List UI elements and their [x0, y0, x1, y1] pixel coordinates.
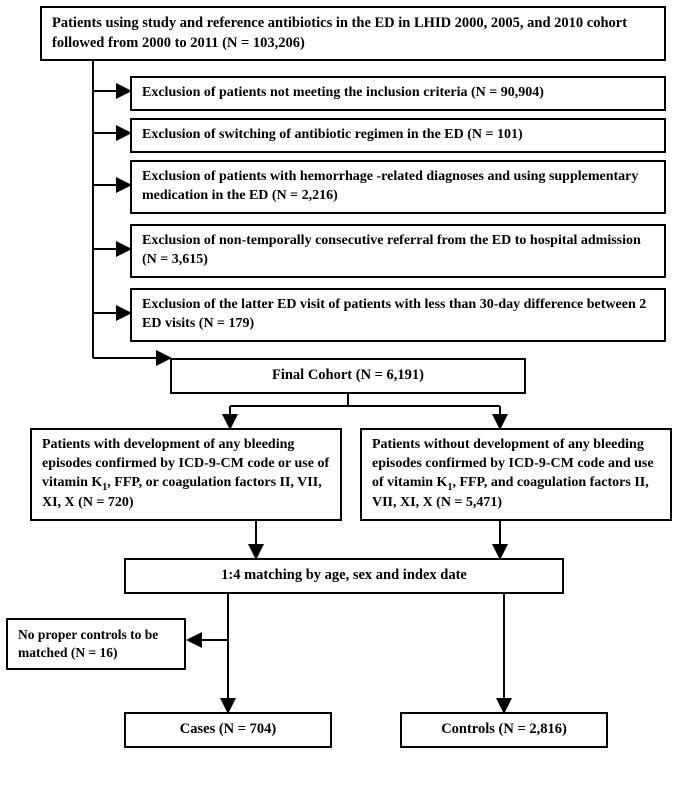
without-bleeding-box: Patients without development of any blee… — [360, 428, 672, 521]
controls-box: Controls (N = 2,816) — [400, 712, 608, 748]
exclusion-4-text: Exclusion of non-temporally consecutive … — [142, 233, 641, 267]
exclusion-box-4: Exclusion of non-temporally consecutive … — [130, 224, 666, 278]
exclusion-5-text: Exclusion of the latter ED visit of pati… — [142, 297, 646, 331]
exclusion-3-text: Exclusion of patients with hemorrhage -r… — [142, 169, 638, 203]
no-proper-controls-box: No proper controls to be matched (N = 16… — [6, 618, 186, 670]
start-box: Patients using study and reference antib… — [40, 6, 666, 61]
cases-text: Cases (N = 704) — [180, 721, 276, 737]
exclusion-box-1: Exclusion of patients not meeting the in… — [130, 76, 666, 111]
final-cohort-text: Final Cohort (N = 6,191) — [272, 367, 424, 383]
without-bleeding-text: Patients without development of any blee… — [372, 437, 654, 510]
exclusion-box-3: Exclusion of patients with hemorrhage -r… — [130, 160, 666, 214]
final-cohort-box: Final Cohort (N = 6,191) — [170, 358, 526, 394]
with-bleeding-box: Patients with development of any bleedin… — [30, 428, 342, 521]
exclusion-2-text: Exclusion of switching of antibiotic reg… — [142, 127, 523, 142]
no-proper-controls-text: No proper controls to be matched (N = 16… — [18, 627, 158, 660]
matching-box: 1:4 matching by age, sex and index date — [124, 558, 564, 594]
exclusion-box-2: Exclusion of switching of antibiotic reg… — [130, 118, 666, 153]
exclusion-box-5: Exclusion of the latter ED visit of pati… — [130, 288, 666, 342]
exclusion-1-text: Exclusion of patients not meeting the in… — [142, 85, 544, 100]
start-box-text: Patients using study and reference antib… — [52, 15, 627, 51]
controls-text: Controls (N = 2,816) — [441, 721, 567, 737]
matching-text: 1:4 matching by age, sex and index date — [221, 567, 467, 583]
cases-box: Cases (N = 704) — [124, 712, 332, 748]
with-bleeding-text: Patients with development of any bleedin… — [42, 437, 329, 510]
